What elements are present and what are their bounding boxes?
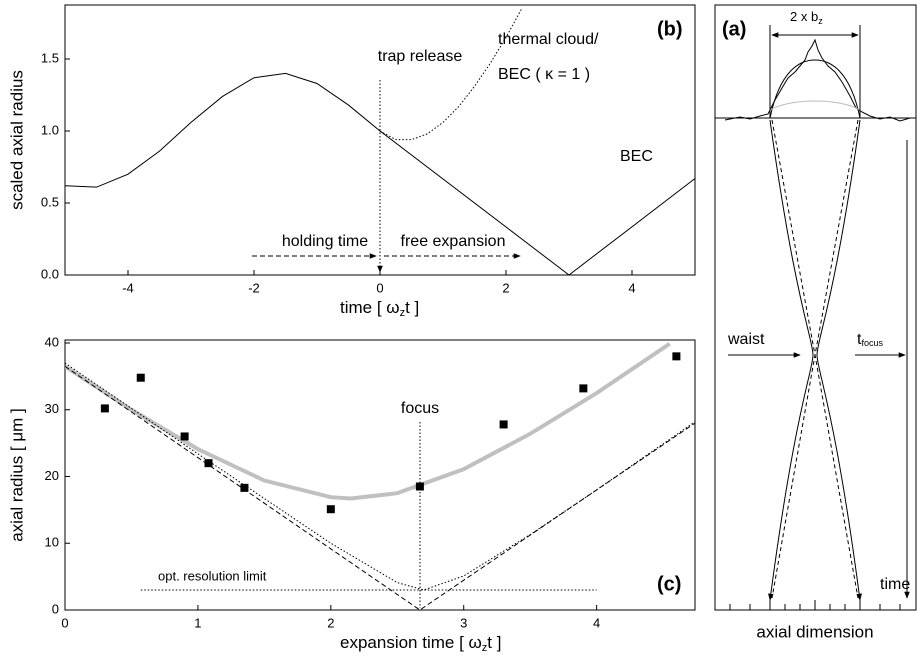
annotation: focus	[401, 400, 439, 417]
profile-data	[724, 38, 911, 122]
y-tick-label: 1.0	[41, 122, 59, 137]
x-axis-label: expansion time [ ωzt ]	[340, 633, 501, 653]
label-sub: z	[400, 307, 406, 319]
y-axis-label: scaled axial radius	[7, 70, 26, 210]
x-tick-label: 3	[460, 615, 467, 630]
plot-area	[65, 342, 695, 610]
y-tick-label: 40	[45, 334, 59, 349]
label-part: expansion time [ ω	[340, 633, 482, 652]
panel-label: (c)	[657, 573, 681, 595]
x-tick-label: 4	[628, 280, 635, 295]
label-sub: z	[818, 16, 823, 26]
data-point	[100, 404, 109, 413]
panel-label: (a)	[722, 18, 746, 40]
data-point	[136, 373, 145, 382]
label-part: t ]	[487, 633, 501, 652]
data-point	[204, 459, 213, 468]
data-point	[672, 352, 681, 361]
annotation: holding time	[282, 233, 368, 250]
y-tick-label: 1.5	[41, 50, 59, 65]
x-tick-label: 1	[194, 615, 201, 630]
data-point	[499, 420, 508, 429]
y-tick-label: 30	[45, 401, 59, 416]
tfocus-label: tfocus	[857, 331, 883, 348]
focus-line-right	[816, 119, 862, 601]
x-axis-label: time [ ωzt ]	[340, 298, 419, 318]
annotation: free expansion	[401, 233, 506, 250]
waist-label: waist	[727, 331, 765, 348]
panel-label: (b)	[657, 18, 683, 40]
data-point	[579, 384, 588, 393]
x-tick-label: 0	[61, 615, 68, 630]
annotation: BEC ( κ = 1 )	[498, 66, 590, 83]
label-sub: z	[482, 642, 488, 654]
focus-line-left	[768, 119, 814, 601]
label-part: time [ ω	[340, 298, 400, 317]
profile-fit	[769, 59, 861, 119]
panel-a	[714, 4, 917, 611]
data-point	[240, 483, 249, 492]
label-part: t ]	[405, 298, 419, 317]
y-tick-label: 0.5	[41, 194, 59, 209]
y-tick-label: 10	[45, 535, 59, 550]
panel-a-frame	[714, 4, 917, 611]
width-label: 2 x bz	[790, 9, 823, 26]
y-tick-label: 20	[45, 468, 59, 483]
x-axis-label: axial dimension	[756, 622, 873, 641]
x-tick-label: -4	[122, 280, 134, 295]
label-part: t	[857, 331, 862, 348]
x-tick-label: -2	[248, 280, 260, 295]
focus-dashed-right	[814, 119, 859, 599]
annotation: trap release	[378, 48, 463, 65]
y-axis-label: axial radius [ μm ]	[7, 408, 26, 542]
data-point	[326, 505, 335, 514]
x-tick-label: 2	[502, 280, 509, 295]
y-tick-label: 0.0	[41, 266, 59, 281]
annotation: BEC	[620, 148, 653, 165]
label-sub: focus	[861, 338, 883, 348]
plot-area	[65, 8, 695, 275]
x-tick-label: 0	[376, 280, 383, 295]
annotation: thermal cloud/	[498, 31, 599, 48]
plot-frame	[64, 339, 696, 611]
data-point	[180, 432, 189, 441]
y-tick-label: 0	[52, 601, 59, 616]
data-point	[415, 482, 424, 491]
annotation: opt. resolution limit	[158, 568, 267, 583]
focus-dashed-left	[771, 119, 816, 599]
x-tick-label: 2	[327, 615, 334, 630]
time-label: time	[880, 576, 910, 593]
series-line	[65, 342, 671, 501]
label-part: 2 x b	[790, 9, 818, 24]
series-line	[65, 362, 695, 591]
x-tick-label: 4	[593, 615, 600, 630]
thermal-fit	[769, 100, 861, 111]
series-line	[379, 8, 523, 141]
panel-a-ticks	[729, 600, 901, 610]
